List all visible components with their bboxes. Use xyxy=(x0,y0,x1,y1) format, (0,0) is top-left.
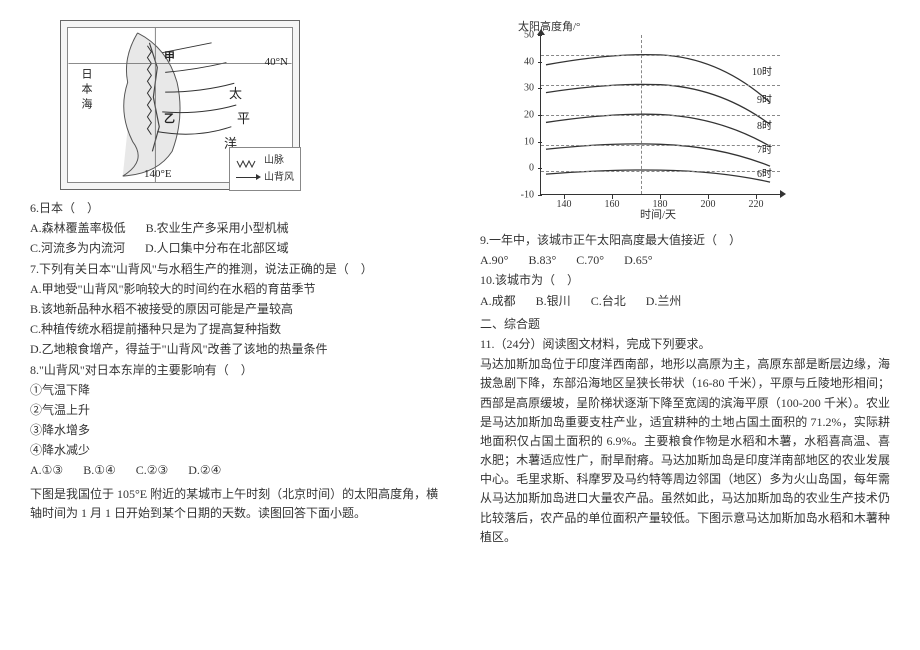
ytick-label: 10 xyxy=(512,136,534,147)
label-yi: 乙 xyxy=(164,110,175,126)
q8-i4: ④降水减少 xyxy=(30,441,440,460)
xtick xyxy=(660,195,661,199)
xtick xyxy=(612,195,613,199)
q6-stem: 6.日本（ ） xyxy=(30,199,440,218)
left-text: 6.日本（ ） A.森林覆盖率极低 B.农业生产多采用小型机械 C.河流多为内流… xyxy=(30,198,440,524)
ytick-label: 40 xyxy=(512,56,534,67)
q10-A: A.成都 xyxy=(480,292,516,311)
ytick xyxy=(538,35,542,36)
ytick-label: -10 xyxy=(512,190,534,201)
label-ocean-2: 平 xyxy=(237,108,250,127)
curve-label: 8时 xyxy=(757,117,772,132)
q11-passage: 马达加斯加岛位于印度洋西南部，地形以高原为主，高原东部是断层边缘，海拔急剧下降，… xyxy=(480,355,890,547)
curve-label: 10时 xyxy=(752,63,772,78)
grid-hline xyxy=(541,145,780,146)
q11-stem: 11.（24分）阅读图文材料，完成下列要求。 xyxy=(480,335,890,354)
curve-label: 9时 xyxy=(757,91,772,106)
q8-D: D.②④ xyxy=(188,461,221,480)
q9-B: B.83° xyxy=(528,251,556,270)
grid-vline xyxy=(641,35,642,194)
q8-i3: ③降水增多 xyxy=(30,421,440,440)
grid-hline xyxy=(541,115,780,116)
japan-map-figure: 日本海 40°N 140°E 太 平 洋 甲 乙 山脉 山背风 xyxy=(60,20,300,190)
label-lon: 140°E xyxy=(144,168,172,180)
q8-stem: 8."山背风"对日本东岸的主要影响有（ ） xyxy=(30,361,440,380)
x-axis-arrow xyxy=(780,190,786,198)
legend-mountain: 山脉 xyxy=(236,152,294,169)
q7-A: A.甲地受"山背风"影响较大的时间约在水稻的育苗季节 xyxy=(30,280,440,299)
xtick-label: 140 xyxy=(557,199,572,210)
grid-hline xyxy=(541,55,780,56)
q8-B: B.①④ xyxy=(83,461,116,480)
q7-C: C.种植传统水稻提前播种只是为了提高复种指数 xyxy=(30,320,440,339)
xtick xyxy=(756,195,757,199)
xtick xyxy=(564,195,565,199)
section-2-heading: 二、综合题 xyxy=(480,315,890,334)
xtick-label: 220 xyxy=(749,199,764,210)
q10-stem: 10.该城市为（ ） xyxy=(480,271,890,290)
map-legend: 山脉 山背风 xyxy=(229,147,301,191)
ytick-label: 50 xyxy=(512,30,534,41)
xtick-label: 160 xyxy=(605,199,620,210)
xtick-label: 180 xyxy=(653,199,668,210)
q9-stem: 9.一年中，该城市正午太阳高度最大值接近（ ） xyxy=(480,231,890,250)
curve-label: 7时 xyxy=(757,141,772,156)
ytick xyxy=(538,115,542,116)
q7-B: B.该地新品种水稻不被接受的原因可能是产量较高 xyxy=(30,300,440,319)
q7-stem: 7.下列有关日本"山背风"与水稻生产的推测，说法正确的是（ ） xyxy=(30,260,440,279)
label-ocean-1: 太 xyxy=(229,83,242,102)
q8-i2: ②气温上升 xyxy=(30,401,440,420)
q9-D: D.65° xyxy=(624,251,652,270)
curve-label: 6时 xyxy=(757,165,772,180)
legend-mountain-label: 山脉 xyxy=(264,152,284,169)
ytick xyxy=(538,195,542,196)
xtick-label: 200 xyxy=(701,199,716,210)
q8-C: C.②③ xyxy=(136,461,169,480)
label-sea-japan: 日本海 xyxy=(78,68,94,113)
ytick xyxy=(538,142,542,143)
right-text: 9.一年中，该城市正午太阳高度最大值接近（ ） A.90° B.83° C.70… xyxy=(480,230,890,548)
q10-D: D.兰州 xyxy=(646,292,682,311)
legend-wind-label: 山背风 xyxy=(264,169,294,186)
q8-i1: ①气温下降 xyxy=(30,381,440,400)
ytick-label: 20 xyxy=(512,110,534,121)
label-lat: 40°N xyxy=(265,56,288,68)
ytick-label: 30 xyxy=(512,83,534,94)
passage-2: 下图是我国位于 105°E 附近的某城市上午时刻（北京时间）的太阳高度角，横轴时… xyxy=(30,485,440,523)
ytick xyxy=(538,62,542,63)
sun-angle-chart: 太阳高度角/° 时间/天 -10010203040501401601802002… xyxy=(500,20,790,220)
plot-area xyxy=(540,35,780,195)
legend-wind: 山背风 xyxy=(236,169,294,186)
xtick xyxy=(708,195,709,199)
right-column: 太阳高度角/° 时间/天 -10010203040501401601802002… xyxy=(480,20,890,630)
ytick xyxy=(538,88,542,89)
ytick xyxy=(538,168,542,169)
left-column: 日本海 40°N 140°E 太 平 洋 甲 乙 山脉 山背风 6.日本（ ） … xyxy=(30,20,440,630)
q10-B: B.银川 xyxy=(536,292,571,311)
q10-C: C.台北 xyxy=(591,292,626,311)
q6-B: B.农业生产多采用小型机械 xyxy=(146,219,289,238)
q6-A: A.森林覆盖率极低 xyxy=(30,219,126,238)
ytick-label: 0 xyxy=(512,163,534,174)
q6-C: C.河流多为内流河 xyxy=(30,239,125,258)
q9-C: C.70° xyxy=(576,251,604,270)
grid-hline xyxy=(541,85,780,86)
label-jia: 甲 xyxy=(164,48,175,64)
q6-D: D.人口集中分布在北部区域 xyxy=(145,239,289,258)
grid-hline xyxy=(541,171,780,172)
q7-D: D.乙地粮食增产，得益于"山背风"改善了该地的热量条件 xyxy=(30,340,440,359)
q8-A: A.①③ xyxy=(30,461,63,480)
q9-A: A.90° xyxy=(480,251,508,270)
